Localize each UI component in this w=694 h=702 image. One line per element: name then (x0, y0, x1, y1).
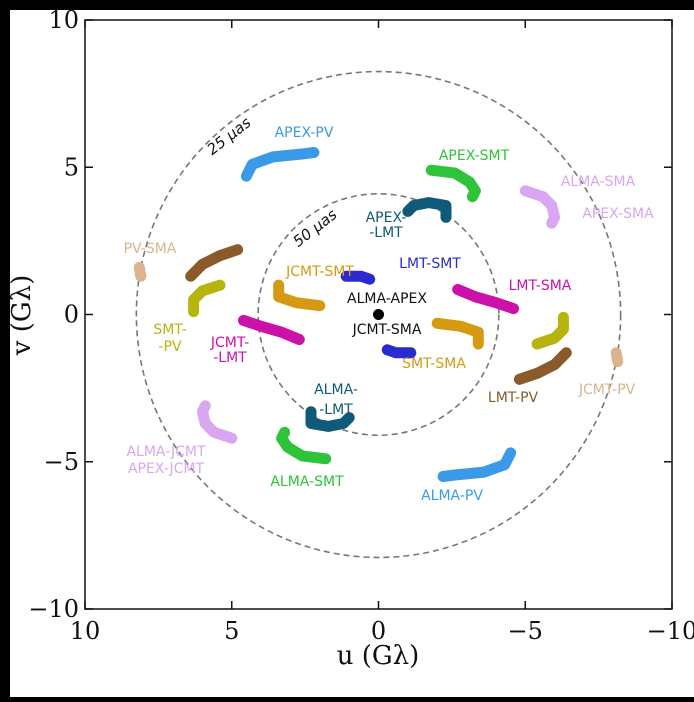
y-tick-label: 5 (64, 153, 79, 181)
y-tick-label: 10 (48, 6, 79, 34)
track-smt-pv-b (531, 311, 569, 350)
baseline-label-apex-pv: APEX-PV (275, 125, 334, 141)
track-lmt-smt (340, 270, 376, 285)
baseline-label-apex-sma: APEX-SMA (582, 206, 654, 222)
y-tick-label: −10 (28, 595, 79, 623)
ring-0 (135, 70, 622, 559)
baseline-label-alma-jcmt: ALMA-JCMT (126, 444, 206, 460)
baseline-label-alma-pv: ALMA-PV (421, 488, 483, 504)
baseline-label-lmt-smt: LMT-SMT (399, 256, 461, 272)
baseline-label-jcmt-pv: JCMT-PV (578, 382, 636, 398)
baseline-label-alma-sma: ALMA-SMA (561, 174, 636, 190)
track-lmt-sma (452, 284, 519, 315)
track-apex-pv (240, 147, 320, 182)
ring-1 (257, 192, 500, 437)
baseline-label-jcmt: JCMT- (210, 335, 249, 351)
x-tick-label: −5 (508, 617, 543, 645)
baseline-label-lmt-pv: LMT-PV (488, 390, 539, 406)
y-tick-label: −5 (44, 448, 79, 476)
track-apex-lmt (402, 197, 452, 223)
series-layer (133, 147, 624, 482)
y-axis-title: v (Gλ) (7, 275, 37, 357)
baseline-label-smt: SMT- (153, 322, 186, 338)
baseline-label-pv-sma: PV-SMA (124, 241, 177, 257)
track-apex-smt (425, 164, 481, 203)
track-smt-sma-b (513, 347, 572, 385)
track-jcmt-sma (381, 344, 417, 359)
baseline-label-smt-sma: SMT-SMA (402, 356, 466, 372)
baseline-label-lmt: -LMT (213, 350, 247, 366)
baseline-label-alma-apex: ALMA-APEX (347, 291, 427, 307)
track-smt-sma-a (185, 244, 244, 282)
x-tick-label: 10 (70, 617, 101, 645)
track-alma-smt (276, 426, 332, 465)
x-tick-label: 0 (371, 617, 386, 645)
baseline-label-apex: APEX- (366, 210, 407, 226)
track-pv-sma (133, 261, 147, 282)
y-tick-label: 0 (64, 301, 79, 329)
baseline-label-pv: -PV (158, 339, 181, 355)
x-axis-title: u (Gλ) (337, 641, 420, 671)
baseline-label-lmt: -LMT (369, 225, 403, 241)
x-tick-label: 5 (224, 617, 239, 645)
baseline-label-apex-jcmt: APEX-JCMT (128, 461, 205, 477)
track-jcmt-pv (610, 347, 624, 368)
track-alma-sma (519, 185, 561, 229)
track-alma-jcmt (196, 400, 238, 444)
baseline-label-alma-smt: ALMA-SMT (270, 474, 344, 490)
track-smt-pv (188, 279, 226, 318)
track-alma-lmt (305, 406, 355, 432)
origin-point (373, 309, 384, 320)
track-jcmt-smt (273, 279, 326, 312)
baseline-label-alma: ALMA- (314, 382, 358, 398)
baseline-label-lmt-sma: LMT-SMA (509, 278, 572, 294)
x-tick-label: −10 (647, 617, 694, 645)
baseline-label-jcmt-sma: JCMT-SMA (352, 322, 422, 338)
baseline-label-lmt: -LMT (319, 402, 353, 418)
track-smt-sma (431, 317, 484, 350)
baseline-label-jcmt-smt: JCMT-SMT (285, 264, 354, 280)
labels-layer: APEX-PVAPEX-SMTALMA-SMAAPEX-SMAAPEX--LMT… (124, 125, 654, 504)
track-alma-pv (437, 447, 517, 482)
baseline-label-apex-smt: APEX-SMT (439, 148, 510, 164)
track-jcmt-lmt (238, 314, 305, 345)
